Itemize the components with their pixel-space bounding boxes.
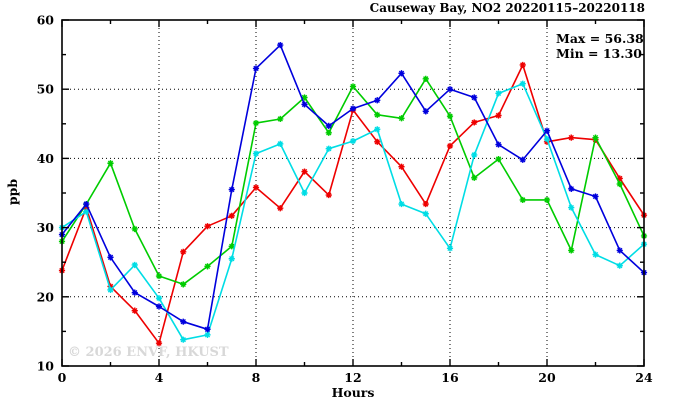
y-tick-label-40: 40 bbox=[37, 151, 55, 166]
x-tick-label-0: 0 bbox=[58, 370, 67, 385]
tick-label-layer: 10 20 30 40 50 60 0 4 8 12 16 20 24 bbox=[37, 13, 653, 386]
x-axis-label: Hours bbox=[332, 385, 375, 400]
x-tick-label-4: 4 bbox=[155, 370, 164, 385]
tick-layer bbox=[61, 19, 645, 367]
y-tick-label-30: 30 bbox=[37, 220, 55, 235]
y-tick-label-10: 10 bbox=[37, 359, 55, 374]
y-tick-label-50: 50 bbox=[37, 82, 55, 97]
x-tick-label-12: 12 bbox=[344, 370, 361, 385]
max-annotation: Max = 56.38 bbox=[556, 31, 644, 46]
y-tick-label-60: 60 bbox=[37, 13, 55, 28]
x-tick-label-8: 8 bbox=[252, 370, 261, 385]
x-tick-label-24: 24 bbox=[635, 370, 653, 385]
grid-layer bbox=[62, 20, 644, 366]
series-cyan-markers bbox=[58, 80, 648, 343]
y-tick-label-20: 20 bbox=[37, 289, 55, 304]
y-axis-label: ppb bbox=[5, 179, 20, 205]
x-tick-label-16: 16 bbox=[441, 370, 459, 385]
watermark: © 2026 ENVF, HKUST bbox=[68, 345, 229, 360]
min-annotation: Min = 13.30 bbox=[556, 46, 642, 61]
chart-title: Causeway Bay, NO2 20220115–20220118 bbox=[370, 1, 645, 15]
x-tick-label-20: 20 bbox=[538, 370, 556, 385]
